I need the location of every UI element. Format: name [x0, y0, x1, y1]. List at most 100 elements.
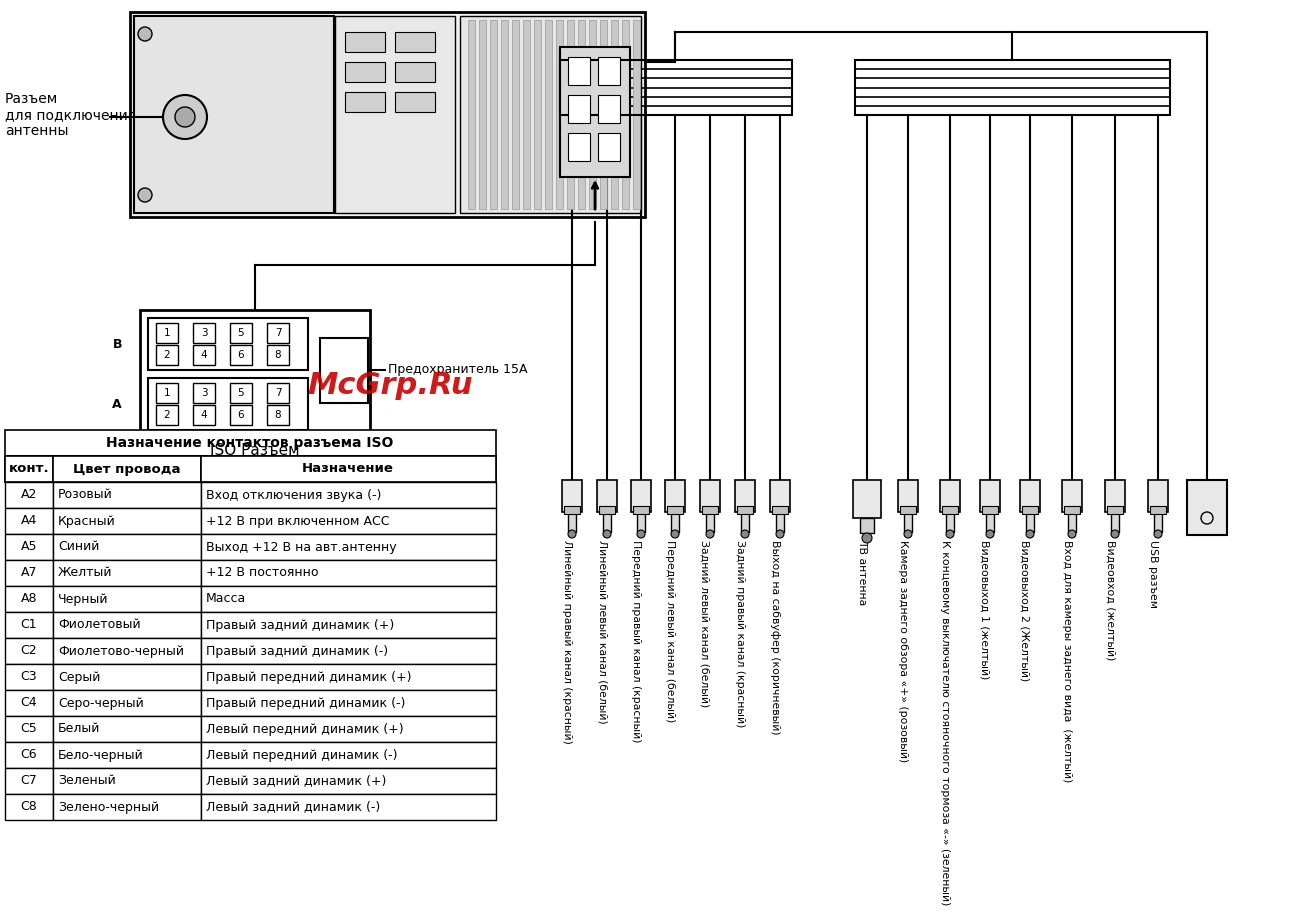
Text: Видеовход (желтый): Видеовход (желтый) — [1104, 540, 1115, 661]
Bar — [267, 405, 289, 425]
Bar — [5, 612, 54, 638]
Circle shape — [741, 530, 749, 538]
Text: 3: 3 — [201, 388, 208, 398]
Bar — [523, 20, 531, 209]
Text: Серый: Серый — [58, 671, 101, 684]
Bar — [569, 512, 576, 532]
Bar — [1068, 512, 1076, 532]
Bar — [597, 480, 617, 512]
Circle shape — [863, 533, 872, 543]
Text: А4: А4 — [21, 514, 37, 528]
Bar — [622, 20, 629, 209]
Bar — [156, 383, 178, 403]
Circle shape — [1068, 530, 1076, 538]
Text: Назначение: Назначение — [302, 462, 393, 476]
Bar — [599, 95, 620, 123]
Bar — [201, 534, 495, 560]
Text: McGrp.Ru: McGrp.Ru — [307, 371, 473, 400]
Bar — [670, 512, 680, 532]
Bar — [980, 480, 1000, 512]
Circle shape — [670, 530, 680, 538]
Bar — [345, 92, 386, 112]
Bar — [201, 586, 495, 612]
Text: Правый задний динамик (-): Правый задний динамик (-) — [207, 644, 388, 658]
Text: Желтый: Желтый — [58, 566, 112, 579]
Text: А7: А7 — [21, 566, 38, 579]
Text: С8: С8 — [21, 801, 38, 813]
Bar — [5, 534, 54, 560]
Bar — [772, 506, 788, 514]
Bar — [201, 456, 495, 482]
Bar — [741, 512, 749, 532]
Bar — [345, 62, 386, 82]
Text: 7: 7 — [274, 388, 281, 398]
Text: Фиолетово-черный: Фиолетово-черный — [58, 644, 184, 658]
Bar — [201, 560, 495, 586]
Bar — [559, 60, 792, 115]
Circle shape — [1026, 530, 1034, 538]
Bar — [901, 506, 916, 514]
Bar — [599, 506, 616, 514]
Bar — [395, 92, 435, 112]
Bar — [776, 512, 784, 532]
Bar — [5, 586, 54, 612]
Bar — [267, 383, 289, 403]
Text: Камера заднего обзора «+» (розовый): Камера заднего обзора «+» (розовый) — [898, 540, 908, 762]
Bar — [855, 60, 1170, 115]
Bar — [193, 345, 214, 365]
Bar — [501, 20, 508, 209]
Text: 5: 5 — [238, 388, 244, 398]
Bar — [610, 20, 618, 209]
Text: +12 В постоянно: +12 В постоянно — [207, 566, 319, 579]
Bar — [54, 456, 201, 482]
Bar — [54, 482, 201, 508]
Bar — [193, 405, 214, 425]
Bar — [54, 534, 201, 560]
Text: 4: 4 — [201, 410, 208, 420]
Bar — [5, 742, 54, 768]
Text: А: А — [112, 397, 122, 411]
Bar — [5, 456, 54, 482]
Bar — [600, 20, 606, 209]
Bar — [201, 664, 495, 690]
Bar — [54, 716, 201, 742]
Bar — [460, 16, 640, 213]
Text: Бело-черный: Бело-черный — [58, 748, 144, 761]
Bar — [569, 57, 589, 85]
Text: А5: А5 — [21, 541, 38, 554]
Bar — [201, 742, 495, 768]
Bar — [5, 716, 54, 742]
Bar — [468, 20, 474, 209]
Bar — [140, 310, 370, 435]
Bar — [267, 345, 289, 365]
Circle shape — [776, 530, 784, 538]
Text: Видеовыход 1 (желтый): Видеовыход 1 (желтый) — [980, 540, 989, 679]
Bar — [735, 480, 755, 512]
Bar — [267, 323, 289, 343]
Bar — [230, 323, 252, 343]
Bar — [1064, 506, 1080, 514]
Text: 5: 5 — [238, 328, 244, 338]
Text: 1: 1 — [163, 328, 170, 338]
Bar — [603, 512, 610, 532]
Text: Вход отключения звука (-): Вход отключения звука (-) — [207, 489, 382, 501]
Circle shape — [163, 95, 207, 139]
Bar — [1063, 480, 1082, 512]
Text: 7: 7 — [274, 328, 281, 338]
Text: USB разъем: USB разъем — [1148, 540, 1158, 608]
Bar — [701, 480, 720, 512]
Circle shape — [139, 27, 152, 41]
Circle shape — [175, 107, 195, 127]
Bar — [940, 480, 961, 512]
Text: С3: С3 — [21, 671, 38, 684]
Bar — [599, 57, 620, 85]
Bar — [578, 20, 586, 209]
Bar — [320, 338, 369, 403]
Text: С7: С7 — [21, 774, 38, 788]
Bar — [562, 480, 582, 512]
Text: Передний правый канал (красный): Передний правый канал (красный) — [631, 540, 640, 742]
Text: С2: С2 — [21, 644, 38, 658]
Text: 3: 3 — [201, 328, 208, 338]
Bar — [230, 345, 252, 365]
Bar — [201, 794, 495, 820]
